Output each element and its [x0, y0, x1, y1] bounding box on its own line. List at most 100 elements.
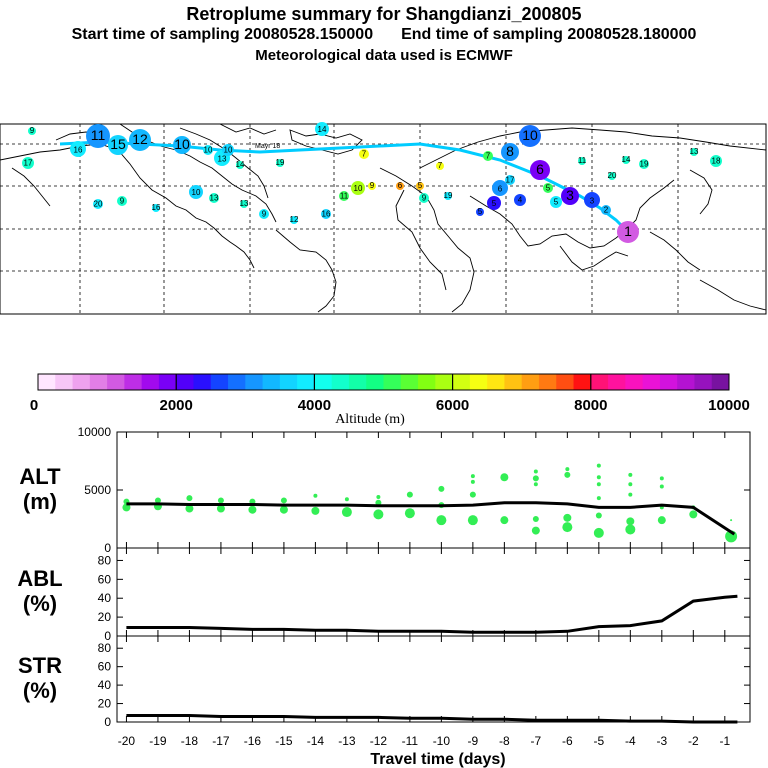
- alt-ylabel: ALT: [19, 464, 61, 489]
- plume-marker: [396, 182, 404, 190]
- x-tick-label: -20: [118, 734, 136, 748]
- plume-marker-label: 13: [210, 193, 219, 202]
- altitude-point: [596, 475, 601, 480]
- y-tick-label: 60: [98, 572, 112, 586]
- colorbar-swatch: [314, 374, 333, 390]
- plume-marker-label: 8: [506, 143, 514, 159]
- plume-marker: [444, 192, 452, 200]
- x-tick-label: -18: [181, 734, 199, 748]
- altitude-point: [625, 524, 636, 535]
- str-line: [126, 714, 738, 724]
- colorbar-frame: [37, 373, 730, 391]
- y-tick-label: 0: [104, 715, 111, 729]
- y-tick-label: 80: [98, 553, 112, 567]
- y-tick-label: 60: [98, 660, 112, 674]
- plume-marker: [492, 180, 508, 196]
- plume-marker: [584, 192, 600, 208]
- altitude-point: [404, 508, 415, 519]
- colorbar-swatch: [383, 374, 402, 390]
- colorbar-swatch: [193, 374, 212, 390]
- plume-marker: [129, 129, 151, 151]
- altitude-point: [185, 504, 194, 513]
- plume-marker-label: 5: [554, 198, 559, 207]
- altitude-point: [659, 476, 664, 481]
- plume-marker-label: 5: [418, 181, 423, 190]
- altitude-point: [154, 497, 161, 504]
- altitude-point: [500, 473, 509, 482]
- altitude-point: [562, 522, 573, 533]
- colorbar-swatch: [228, 374, 246, 390]
- plume-marker: [173, 136, 191, 154]
- plume-marker-label: 19: [444, 191, 453, 200]
- plume-marker-label: 3: [566, 187, 574, 203]
- x-tick-label: -14: [307, 734, 325, 748]
- plume-marker: [152, 204, 160, 212]
- altitude-point: [595, 512, 602, 519]
- plume-marker: [368, 182, 376, 190]
- altitude-point: [532, 516, 539, 522]
- plume-marker-label: 9: [30, 126, 35, 135]
- plume-marker: [487, 196, 501, 210]
- colorbar-swatch: [504, 374, 523, 390]
- plume-marker: [86, 124, 110, 148]
- altitude-point: [628, 482, 633, 487]
- colorbar-swatch: [210, 374, 229, 390]
- colorbar-swatch: [487, 374, 505, 390]
- altitude-colorbar: 0 2000 4000 6000 8000 10000: [30, 373, 750, 414]
- colorbar-swatch: [677, 374, 695, 390]
- plume-marker-label: 10: [354, 184, 363, 193]
- colorbar-swatch: [297, 374, 315, 390]
- start-time: Start time of sampling 20080528.150000: [71, 26, 374, 43]
- colorbar-swatch: [573, 374, 592, 390]
- altitude-point: [628, 472, 633, 477]
- plume-marker-label: 13: [240, 199, 249, 208]
- altitude-point: [186, 495, 193, 502]
- colorbar-swatch: [107, 374, 125, 390]
- altitude-point: [689, 510, 698, 519]
- abl-yunit: (%): [23, 591, 57, 616]
- colorbar-tick-label: 10000: [708, 397, 750, 414]
- colorbar-swatch: [400, 374, 419, 390]
- colorbar-swatch: [38, 374, 56, 390]
- x-tick-label: -15: [275, 734, 293, 748]
- plume-marker-label: 10: [174, 136, 190, 152]
- plume-marker-label: 9: [120, 196, 125, 205]
- plume-marker: [436, 162, 444, 170]
- altitude-point: [730, 519, 733, 522]
- alt-panel-frame: [116, 431, 751, 549]
- plume-marker: [259, 209, 269, 219]
- altitude-point: [313, 493, 318, 498]
- altitude-point: [470, 474, 475, 479]
- end-time: End time of sampling 20080528.180000: [401, 26, 697, 43]
- plume-marker-label: 9: [422, 193, 427, 202]
- plume-marker: [514, 194, 526, 206]
- x-tick-label: -17: [212, 734, 230, 748]
- plume-marker: [419, 193, 429, 203]
- colorbar-swatch: [469, 374, 488, 390]
- x-tick-label: -16: [244, 734, 262, 748]
- altitude-point: [565, 467, 570, 472]
- x-tick-label: -6: [562, 734, 573, 748]
- plume-marker-label: 11: [91, 127, 106, 143]
- abl-line: [126, 594, 738, 634]
- y-tick-label: 0: [104, 629, 111, 643]
- x-tick-label: -10: [433, 734, 451, 748]
- altitude-point: [217, 497, 224, 504]
- altitude-point: [436, 515, 447, 526]
- altitude-point: [593, 527, 604, 538]
- plume-marker: [561, 187, 579, 205]
- colorbar-tick-label: 6000: [436, 397, 469, 414]
- x-axis-title: Travel time (days): [370, 751, 505, 768]
- colorbar-swatch: [331, 374, 350, 390]
- plume-marker: [530, 160, 550, 180]
- plume-marker-label: 16: [74, 146, 83, 155]
- altitude-point: [344, 497, 349, 502]
- colorbar-swatch: [124, 374, 143, 390]
- altitude-point: [311, 506, 320, 515]
- plume-marker: [290, 216, 298, 224]
- colorbar-tick-label: 8000: [574, 397, 607, 414]
- altitude-point: [467, 515, 478, 526]
- abl-ylabel: ABL: [17, 566, 62, 591]
- plume-marker-label: 17: [24, 159, 33, 168]
